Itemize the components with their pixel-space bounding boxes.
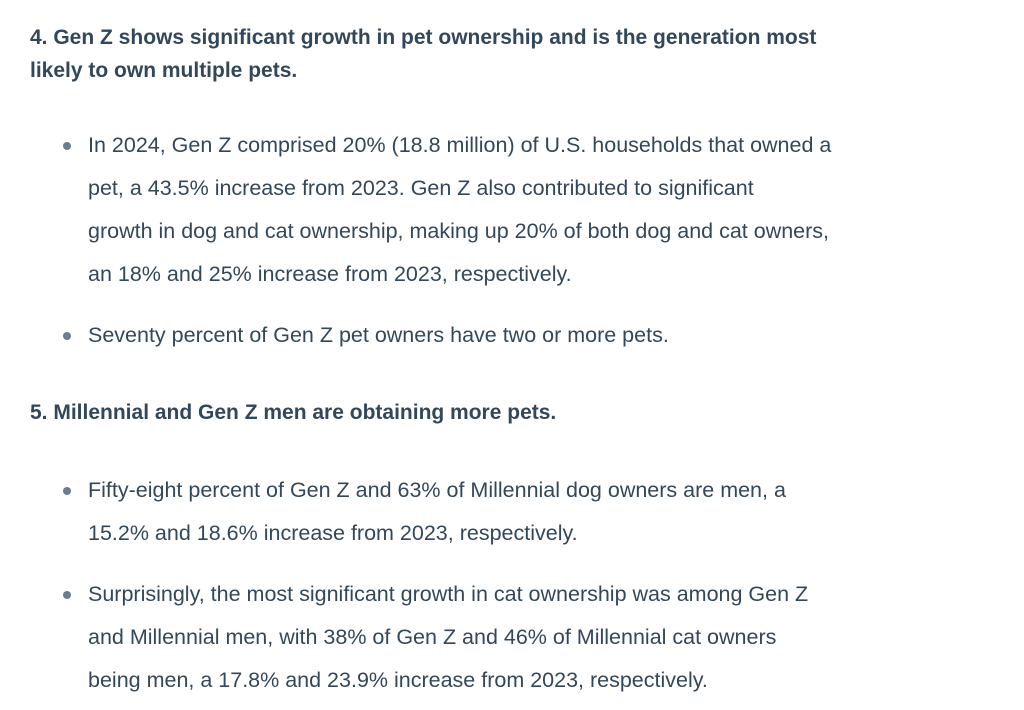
section-4-heading: 4. Gen Z shows significant growth in pet… [30, 21, 816, 87]
line: In 2024, Gen Z comprised 20% (18.8 milli… [88, 133, 832, 157]
section-5-heading: 5. Millennial and Gen Z men are obtainin… [30, 396, 556, 429]
line: Fifty-eight percent of Gen Z and 63% of … [88, 478, 786, 502]
line: pet, a 43.5% increase from 2023. Gen Z a… [88, 176, 754, 200]
section-5-list: Fifty-eight percent of Gen Z and 63% of … [0, 469, 808, 702]
list-item: Surprisingly, the most significant growt… [0, 573, 808, 702]
heading-line: 5. Millennial and Gen Z men are obtainin… [30, 401, 557, 424]
line: growth in dog and cat ownership, making … [88, 219, 830, 243]
line: being men, a 17.8% and 23.9% increase fr… [88, 668, 708, 692]
line: an 18% and 25% increase from 2023, respe… [88, 262, 572, 286]
section-4-list: In 2024, Gen Z comprised 20% (18.8 milli… [0, 124, 831, 357]
list-item: Seventy percent of Gen Z pet owners have… [0, 314, 831, 357]
list-item: Fifty-eight percent of Gen Z and 63% of … [0, 469, 808, 555]
line: Seventy percent of Gen Z pet owners have… [88, 323, 669, 347]
line: 15.2% and 18.6% increase from 2023, resp… [88, 521, 578, 545]
heading-line: 4. Gen Z shows significant growth in pet… [30, 26, 817, 49]
list-item: In 2024, Gen Z comprised 20% (18.8 milli… [0, 124, 831, 296]
line: Surprisingly, the most significant growt… [88, 582, 809, 606]
heading-line: likely to own multiple pets. [30, 59, 298, 82]
line: and Millennial men, with 38% of Gen Z an… [88, 625, 777, 649]
